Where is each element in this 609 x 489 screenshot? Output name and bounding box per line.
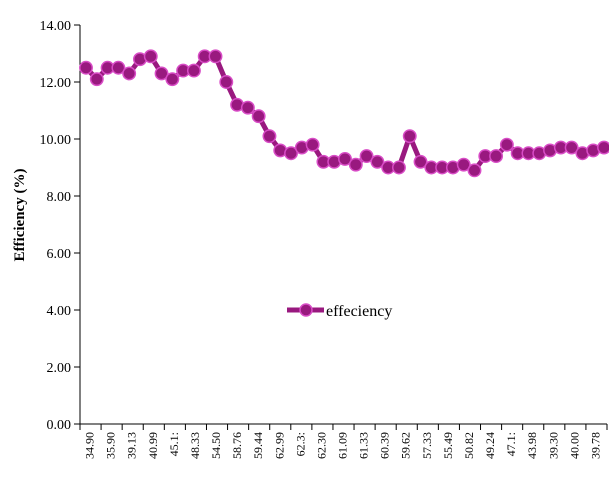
data-point: [219, 75, 234, 89]
x-tick-label: 40.00: [567, 432, 581, 459]
legend: effeciency: [287, 303, 392, 320]
data-point: [348, 157, 363, 172]
y-tick-label: 6.00: [47, 247, 72, 262]
y-tick-label: 14.00: [40, 19, 72, 34]
data-point: [456, 157, 471, 172]
data-point: [305, 137, 320, 152]
x-tick-label: 39.78: [588, 432, 602, 459]
data-point: [402, 129, 417, 144]
data-point: [597, 140, 609, 155]
x-axis: 34.90 35.90 39.13 40.99 45.1: 48.33 54.50 58.76…: [79, 423, 608, 459]
data-point: [251, 109, 266, 124]
x-tick-label: 48.33: [188, 432, 202, 459]
data-point: [359, 149, 374, 164]
data-point: [338, 152, 352, 166]
data-point: [564, 140, 579, 155]
x-tick-label: 59.44: [251, 432, 265, 459]
x-tick-label: 45.1:: [167, 432, 181, 456]
y-tick-label: 10.00: [40, 133, 72, 148]
data-point: [89, 72, 104, 87]
y-axis: 0.00 2.00 4.00 6.00 8.00 10.00 12.00 14.00: [40, 19, 81, 433]
x-tick-label: 35.90: [104, 432, 118, 459]
data-point: [499, 137, 514, 152]
data-point: [208, 49, 223, 64]
data-point: [79, 60, 93, 75]
x-tick-label: 43.98: [525, 432, 539, 459]
x-tick-label: 60.39: [378, 432, 392, 459]
data-point: [392, 160, 406, 175]
x-tick-label: 58.76: [230, 432, 244, 459]
x-tick-label: 50.82: [462, 432, 476, 459]
data-point: [284, 146, 298, 161]
data-point: [143, 49, 158, 64]
legend-label: effeciency: [326, 303, 392, 320]
x-tick-label: 47.1:: [504, 432, 518, 456]
data-point: [413, 154, 428, 169]
x-tick-label: 59.62: [399, 432, 413, 459]
x-tick-label: 39.30: [546, 432, 560, 459]
data-point: [262, 129, 277, 144]
x-tick-label: 40.99: [146, 432, 160, 459]
data-point: [111, 60, 126, 75]
data-point: [489, 149, 504, 164]
x-tick-label: 49.24: [483, 432, 497, 459]
data-point: [122, 66, 137, 81]
x-tick-label: 54.50: [209, 432, 223, 459]
y-tick-label: 12.00: [40, 76, 72, 91]
data-point: [154, 66, 169, 81]
data-point: [467, 163, 482, 178]
x-tick-label: 61.09: [336, 432, 350, 459]
y-tick-label: 0.00: [47, 418, 72, 433]
x-tick-label: 39.13: [125, 432, 139, 459]
y-axis-title: Efficiency (%): [12, 169, 28, 262]
x-tick-label: 57.33: [420, 432, 434, 459]
x-tick-label: 34.90: [83, 432, 97, 459]
y-tick-label: 4.00: [47, 304, 72, 319]
legend-point-marker: [299, 303, 313, 317]
data-point: [186, 63, 201, 78]
data-point: [370, 154, 385, 169]
y-tick-label: 2.00: [47, 361, 72, 376]
data-point: [240, 100, 255, 115]
x-tick-label: 55.49: [441, 432, 455, 459]
data-point: [165, 72, 180, 87]
y-tick-label: 8.00: [47, 190, 72, 205]
x-tick-label: 62.99: [272, 432, 286, 459]
series-layer: [79, 49, 609, 178]
x-tick-label: 62.3:: [293, 432, 307, 456]
x-tick-label: 62.30: [314, 432, 328, 459]
x-tick-label: 61.33: [357, 432, 371, 459]
